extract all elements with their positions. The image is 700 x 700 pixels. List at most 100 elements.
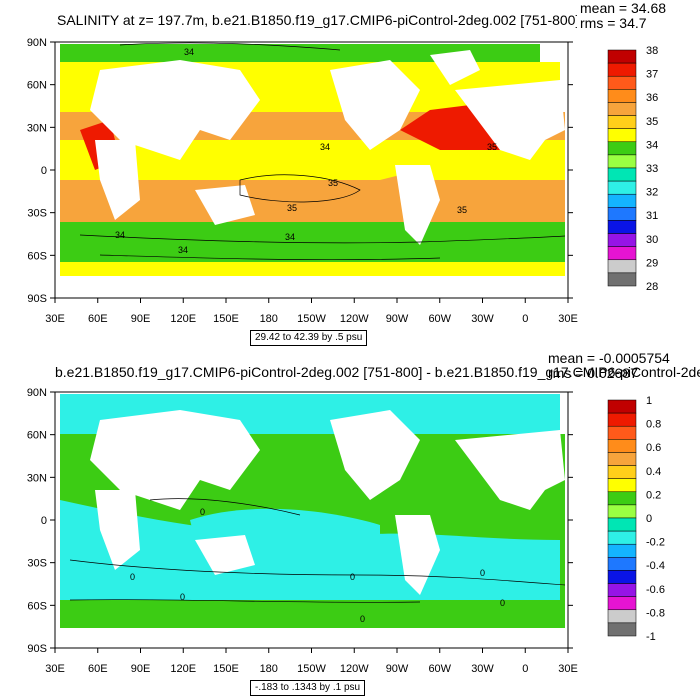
panel2-contour-label: 0 [480, 568, 485, 578]
panel1-arctic-band [60, 44, 540, 62]
p1-x-tick-label: 150E [213, 313, 239, 325]
panel2-australia [195, 535, 255, 575]
p1-colorbar-swatch [607, 259, 637, 274]
p1-colorbar-swatch [607, 128, 637, 143]
p1-colorbar-swatch [607, 154, 637, 169]
panel2-mean-stat: mean = -0.0005754 [548, 350, 670, 366]
p1-colorbar-label: 29 [646, 257, 658, 269]
panel1-title: SALINITY at z= 197.7m, b.e21.B1850.f19_g… [57, 12, 577, 28]
p1-x-tick-label: 90W [386, 313, 409, 325]
p1-y-tick-label: 60N [27, 80, 47, 92]
p2-x-tick-label: 60W [428, 663, 451, 675]
panel2-north-america [330, 410, 420, 500]
p1-colorbar-label: 37 [646, 69, 658, 81]
panel1-eurasia [90, 60, 260, 160]
p1-x-tick-label: 120W [340, 313, 369, 325]
panel2-colorbar: 1 0.8 0.6 0.4 0.2 0 -0.2 -0.4 -0.6 -0.8 -1 [607, 395, 665, 643]
p2-colorbar-swatch [607, 491, 637, 506]
p2-colorbar-swatch [607, 425, 637, 440]
p2-colorbar-label: 0.8 [646, 419, 661, 431]
panel1-x-ticks: 30E 60E 90E 120E 150E 180 150W 120W 90W 60W 30W 0 30… [45, 298, 578, 325]
panel2-contour-label: 0 [350, 572, 355, 582]
panel1-south-america [395, 165, 440, 245]
panel1-north-america [330, 60, 420, 150]
p2-colorbar-swatch [607, 412, 637, 427]
p1-x-tick-label: 30E [45, 313, 65, 325]
p2-colorbar-swatch [607, 439, 637, 453]
p2-x-tick-label: 60E [88, 663, 108, 675]
p1-colorbar-swatch [607, 246, 637, 261]
panel2-y-ticks: 90N 60N 30N 0 30S 60S 90S [27, 387, 573, 655]
p2-colorbar-swatch [607, 399, 637, 414]
p2-x-tick-label: 150E [213, 663, 239, 675]
panel1-contour-label: 34 [320, 142, 330, 152]
p2-colorbar-label: -0.2 [646, 537, 665, 549]
p2-x-tick-label: 90W [386, 663, 409, 675]
p2-y-tick-label: 30S [27, 558, 47, 570]
p1-y-tick-label: 30N [27, 122, 47, 134]
panel1-antarctic-band [60, 262, 565, 276]
p2-colorbar-label: 0.2 [646, 489, 661, 501]
p1-x-tick-label: 120E [170, 313, 196, 325]
panel1-contour-line [99, 254, 441, 261]
p2-y-tick-label: 90N [27, 387, 47, 399]
p1-colorbar-swatch [607, 141, 637, 156]
panel1-map: 34 34 34 34 34 35 35 35 35 [54, 41, 569, 299]
p1-colorbar-swatch [607, 62, 637, 77]
p2-colorbar-swatch [607, 517, 637, 532]
p2-colorbar-swatch [607, 543, 637, 558]
panel2-contour-line [69, 599, 421, 603]
p1-x-tick-label: 180 [260, 313, 278, 325]
p1-colorbar-swatch [607, 167, 637, 182]
p2-colorbar-label: -0.8 [646, 607, 665, 619]
panel2-contour-label: 0 [130, 572, 135, 582]
p2-colorbar-swatch [607, 504, 637, 519]
p2-colorbar-swatch [607, 622, 637, 637]
p2-x-tick-label: 120W [340, 663, 369, 675]
p1-colorbar-swatch [607, 207, 637, 221]
panel1-contour-label: 34 [285, 232, 295, 242]
panel2-map: 0 0 0 0 0 0 0 [54, 391, 569, 649]
panel1-contour-label: 35 [287, 203, 297, 213]
panel1-contour-line [79, 234, 566, 244]
p1-colorbar-swatch [607, 220, 637, 234]
p1-colorbar-swatch [607, 89, 637, 103]
p2-x-tick-label: 30E [558, 663, 578, 675]
panel2-europe-africa [455, 430, 565, 510]
panel2-rms-stat: rms = 0.02687 [548, 365, 638, 381]
panel1-contour-label: 34 [178, 245, 188, 255]
panel1-contour-line [119, 42, 341, 51]
p1-colorbar-label: 32 [646, 187, 658, 199]
p1-colorbar-label: 33 [646, 163, 658, 175]
p2-y-tick-label: 60N [27, 430, 47, 442]
panel2-contour-line [69, 559, 566, 586]
p1-colorbar-label: 31 [646, 210, 658, 222]
panel2-eurasia [90, 410, 260, 510]
p2-x-tick-label: 0 [522, 663, 528, 675]
panel2-africa [95, 490, 140, 570]
p2-colorbar-swatch [607, 478, 637, 493]
p2-x-tick-label: 180 [260, 663, 278, 675]
p2-x-tick-label: 90E [131, 663, 151, 675]
panel1-contour-label: 35 [328, 178, 338, 188]
panel1-southern-band [60, 222, 565, 262]
panel1-contour-label: 35 [457, 205, 467, 215]
p1-colorbar-label: 34 [646, 139, 658, 151]
p1-y-tick-label: 90N [27, 37, 47, 49]
p2-colorbar-label: 0 [646, 513, 652, 525]
p1-colorbar-swatch [607, 193, 637, 208]
p2-colorbar-swatch [607, 583, 637, 597]
panel1-y-ticks: 90N 60N 30N 0 30S 60S 90S [27, 37, 573, 305]
p2-colorbar-label: -1 [646, 631, 656, 643]
panel2-contour-label: 0 [200, 507, 205, 517]
p1-x-tick-label: 30W [471, 313, 494, 325]
p1-y-tick-label: 60S [27, 250, 47, 262]
panel1-mean-stat: mean = 34.68 [580, 0, 667, 16]
panel2-title: b.e21.B1850.f19_g17.CMIP6-piControl-2deg… [55, 364, 700, 380]
panel2-antarctica [55, 628, 568, 648]
p1-x-tick-label: 30E [558, 313, 578, 325]
panel2-south-america [395, 515, 440, 595]
p1-colorbar-swatch [607, 49, 637, 64]
p1-x-tick-label: 150W [297, 313, 326, 325]
p2-colorbar-label: 0.6 [646, 442, 661, 454]
